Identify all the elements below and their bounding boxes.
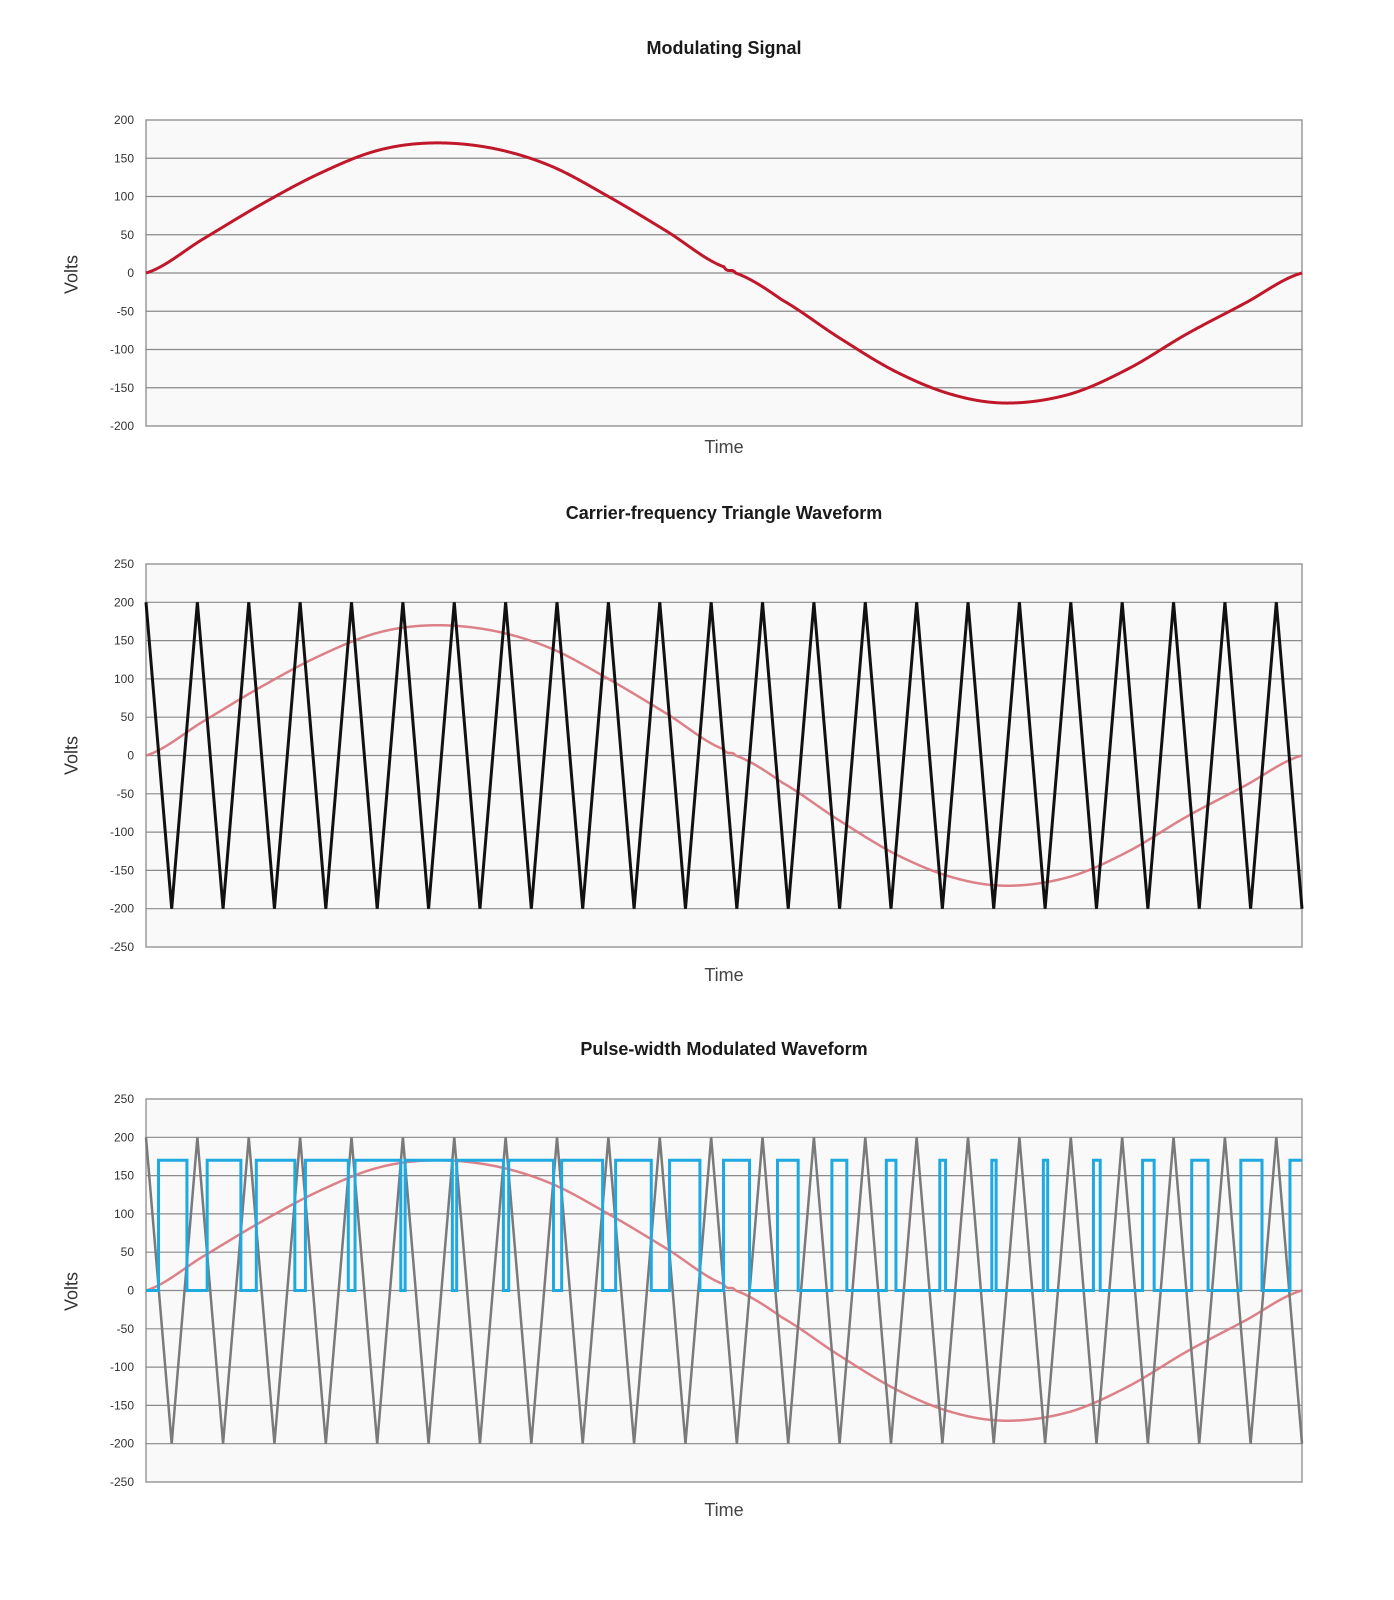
y-tick-label: -50	[117, 1322, 135, 1336]
y-tick-label: 200	[114, 113, 134, 127]
x-axis-label: Time	[704, 965, 744, 985]
y-tick-label: 0	[127, 1284, 134, 1298]
y-tick-label: 0	[127, 266, 134, 280]
y-tick-label: 100	[114, 190, 134, 204]
y-tick-label: 50	[121, 710, 135, 724]
y-tick-label: -200	[110, 1437, 134, 1451]
modulating-sine-line	[145, 141, 1303, 405]
y-tick-label: 200	[114, 1130, 134, 1144]
y-tick-label: -250	[110, 1475, 134, 1489]
chart-title-pwm-waveform: Pulse-width Modulated Waveform	[580, 1039, 868, 1059]
y-tick-label: -200	[110, 419, 134, 433]
chart-panel-2: 250 200 150 100 50 0 -50 -100 -150 -200 -250	[110, 557, 1304, 954]
pwm-output-line	[146, 1158, 1302, 1292]
y-tick-label: -200	[110, 902, 134, 916]
y-tick-label: -100	[110, 1360, 134, 1374]
y-tick-label: 50	[121, 228, 135, 242]
y-tick-label: -50	[117, 304, 135, 318]
chart-panel-1: 200 150 100 50 0 -50 -100 -150 -200	[110, 113, 1303, 433]
x-axis-label: Time	[704, 437, 744, 457]
y-tick-label: -150	[110, 1398, 134, 1412]
y-tick-label: 150	[114, 151, 134, 165]
chart-title-carrier-triangle: Carrier-frequency Triangle Waveform	[565, 503, 883, 523]
y-tick-label: -150	[110, 863, 134, 877]
y-tick-label: 250	[114, 1092, 134, 1106]
y-tick-label: -50	[117, 787, 135, 801]
y-tick-label: 200	[114, 595, 134, 609]
y-tick-label: 0	[127, 749, 134, 763]
y-tick-label: 50	[121, 1245, 135, 1259]
chart-title-modulating-signal: Modulating Signal	[646, 38, 802, 58]
y-tick-label: 150	[114, 634, 134, 648]
y-tick-label: 250	[114, 557, 134, 571]
y-tick-label: -100	[110, 343, 134, 357]
y-tick-label: -250	[110, 940, 134, 954]
y-tick-label: -100	[110, 825, 134, 839]
chart-panel-3: 250 200 150 100 50 0 -50 -100 -150 -200 -250	[110, 1092, 1304, 1489]
y-tick-label: 100	[114, 1207, 134, 1221]
y-tick-label: -150	[110, 381, 134, 395]
x-axis-label: Time	[704, 1500, 744, 1520]
y-tick-label: 150	[114, 1169, 134, 1183]
y-tick-label: 100	[114, 672, 134, 686]
carrier-triangle-line	[144, 602, 1304, 909]
